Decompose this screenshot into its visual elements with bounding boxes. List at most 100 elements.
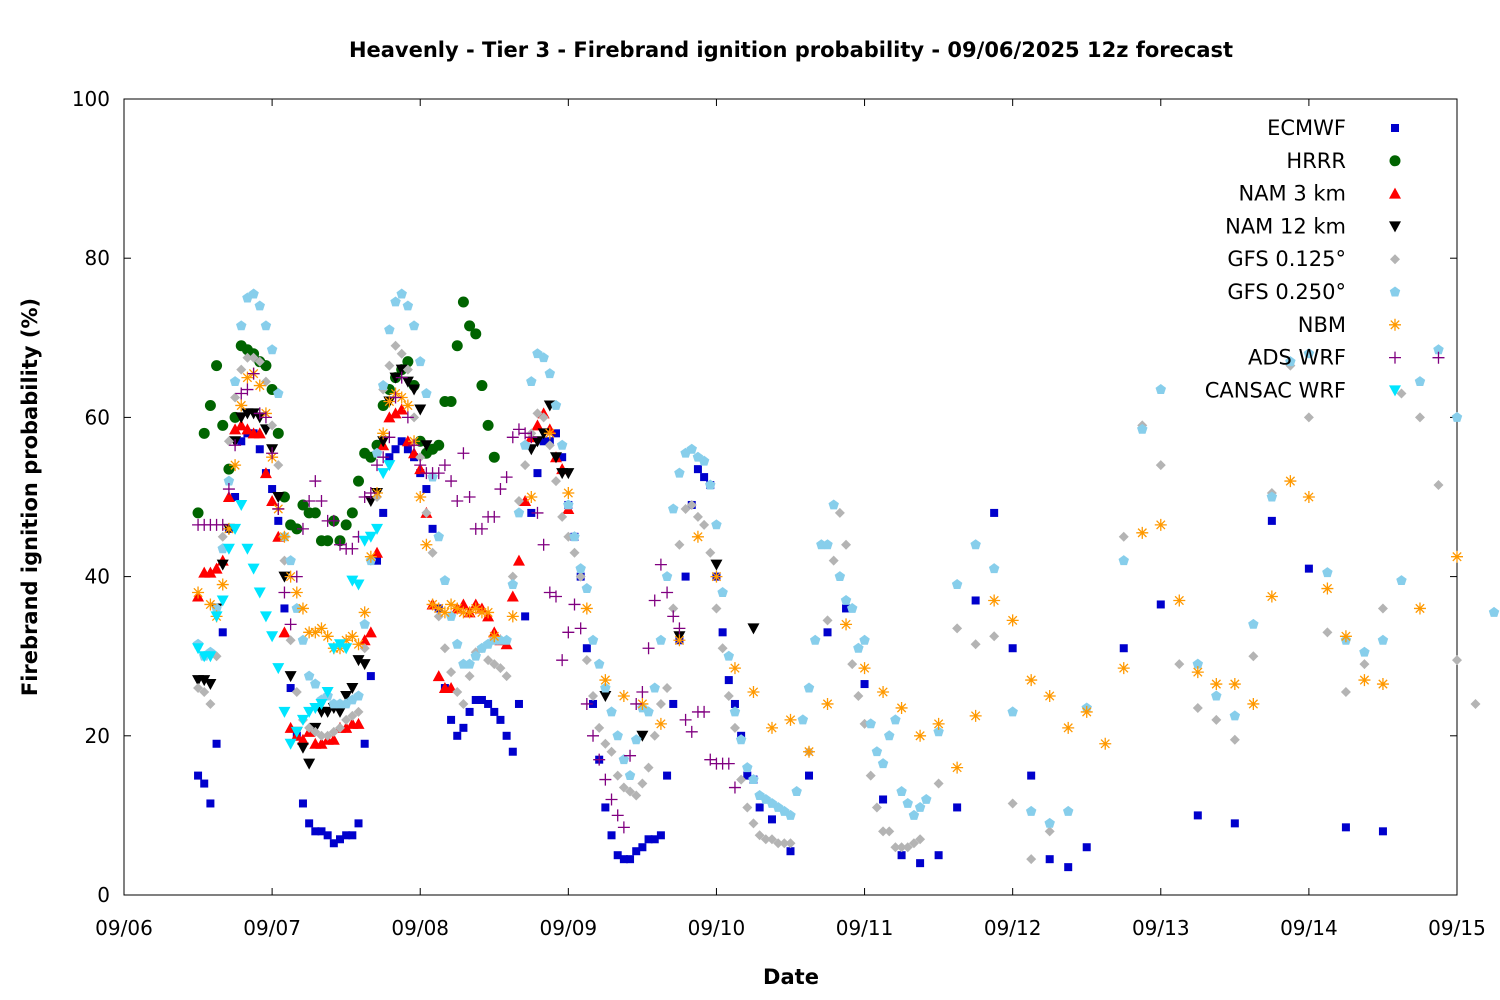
data-point: [340, 691, 353, 702]
y-tick-label: 0: [97, 883, 110, 907]
data-point: [951, 579, 963, 590]
data-point: [513, 507, 525, 518]
data-point: [636, 697, 649, 710]
data-point: [1099, 737, 1112, 750]
data-point: [241, 371, 254, 384]
data-point: [710, 559, 723, 571]
data-point: [272, 663, 285, 675]
data-point: [686, 443, 697, 454]
data-point: [253, 427, 266, 439]
data-point: [520, 460, 531, 471]
data-point: [211, 360, 223, 372]
data-point: [1229, 710, 1241, 721]
data-point: [990, 508, 999, 517]
data-point: [395, 364, 408, 376]
data-point: [438, 606, 451, 619]
data-point: [402, 356, 414, 368]
data-point: [377, 451, 390, 464]
data-point: [558, 453, 567, 462]
data-point: [217, 419, 229, 431]
data-point: [933, 726, 944, 737]
data-point: [661, 586, 674, 599]
legend-marker: [1389, 385, 1401, 397]
data-point: [315, 494, 328, 507]
data-point: [408, 320, 420, 331]
data-point: [1376, 678, 1389, 691]
x-tick-label: 09/14: [1280, 916, 1338, 940]
data-point: [834, 507, 845, 518]
data-point: [420, 538, 433, 551]
data-point: [501, 634, 512, 645]
data-point: [521, 612, 530, 621]
data-point: [303, 758, 316, 770]
data-point: [291, 687, 302, 698]
data-point: [525, 431, 538, 444]
data-point: [204, 566, 217, 578]
data-point: [254, 300, 265, 311]
data-point: [415, 452, 426, 463]
data-point: [1488, 606, 1500, 617]
data-point: [358, 606, 371, 619]
data-series: [192, 288, 1500, 872]
data-point: [631, 790, 642, 801]
data-point: [377, 436, 390, 448]
data-point: [389, 407, 402, 419]
data-point: [674, 539, 685, 550]
data-point: [636, 686, 649, 699]
data-point: [453, 731, 462, 740]
data-point: [562, 626, 575, 639]
x-tick-label: 09/13: [1132, 916, 1190, 940]
data-point: [593, 753, 606, 766]
data-point: [198, 675, 211, 687]
data-point: [321, 630, 334, 643]
data-point: [346, 630, 359, 643]
data-point: [1396, 388, 1407, 399]
data-point: [274, 516, 283, 525]
data-point: [241, 423, 254, 435]
data-point: [470, 328, 482, 340]
data-point: [1414, 412, 1425, 423]
data-point: [791, 786, 802, 796]
data-point: [970, 539, 981, 550]
data-point: [305, 819, 314, 828]
data-point: [1432, 351, 1445, 364]
data-point: [871, 802, 882, 813]
data-point: [698, 705, 711, 718]
data-point: [395, 403, 408, 415]
data-point: [273, 388, 284, 398]
data-point: [692, 511, 703, 522]
data-point: [643, 706, 654, 717]
data-point: [632, 847, 641, 856]
data-point: [613, 851, 622, 860]
data-point: [278, 706, 291, 718]
data-point: [896, 786, 907, 796]
data-point: [229, 439, 242, 452]
legend-marker: [1390, 254, 1400, 265]
legend-marker: [1389, 351, 1401, 364]
data-point: [212, 739, 221, 748]
data-point: [371, 487, 384, 500]
data-point: [235, 399, 248, 412]
data-point: [315, 737, 328, 749]
data-point: [377, 399, 389, 411]
data-point: [241, 383, 254, 396]
data-point: [266, 344, 278, 355]
data-point: [438, 459, 451, 472]
data-point: [600, 682, 611, 693]
legend-entry-label: CANSAC WRF: [1205, 378, 1346, 402]
data-point: [396, 288, 407, 299]
data-point: [230, 392, 241, 403]
data-point: [1303, 412, 1314, 423]
data-point: [822, 539, 833, 550]
data-point: [358, 491, 371, 503]
data-point: [765, 721, 778, 734]
data-point: [723, 691, 734, 701]
data-point: [389, 372, 402, 384]
data-point: [194, 771, 203, 780]
data-point: [1117, 662, 1130, 675]
data-point: [1378, 827, 1387, 836]
legend-entry-label: HRRR: [1286, 149, 1346, 173]
series-ads-wrf: [192, 351, 1445, 834]
data-point: [612, 770, 623, 781]
data-point: [321, 706, 334, 718]
